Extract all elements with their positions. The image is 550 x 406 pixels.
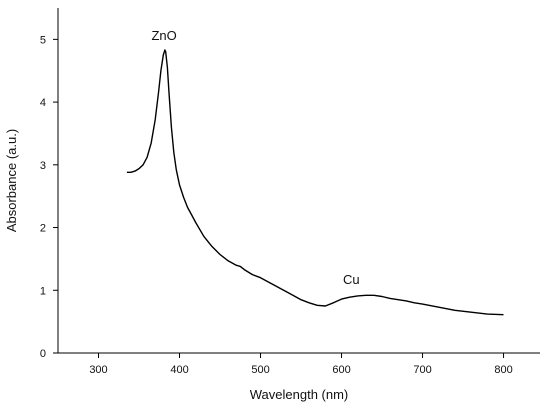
peak-annotation: ZnO	[151, 28, 176, 43]
x-tick-label: 800	[494, 364, 512, 376]
plot-frame	[57, 8, 540, 354]
annotation-layer: ZnO Cu	[151, 28, 359, 287]
x-axis-title: Wavelength (nm)	[250, 387, 349, 402]
series-layer	[126, 49, 504, 316]
y-tick-label: 2	[40, 223, 46, 235]
x-tick-label: 600	[332, 364, 350, 376]
x-tick-label: 500	[251, 364, 269, 376]
y-axis-ticks: 0 1 2 3 4 5	[40, 34, 58, 360]
y-tick-label: 4	[40, 97, 46, 109]
y-tick-label: 1	[40, 285, 46, 297]
x-tick-label: 700	[413, 364, 431, 376]
y-axis-title: Absorbance (a.u.)	[4, 129, 19, 232]
x-tick-label: 400	[170, 364, 188, 376]
y-tick-label: 0	[40, 348, 46, 360]
series-line-0	[126, 49, 504, 316]
peak-annotation: Cu	[343, 272, 360, 287]
x-axis-ticks: 300 400 500 600 700 800	[89, 353, 513, 376]
y-tick-label: 5	[40, 34, 46, 46]
x-tick-label: 300	[89, 364, 107, 376]
y-tick-label: 3	[40, 160, 46, 172]
